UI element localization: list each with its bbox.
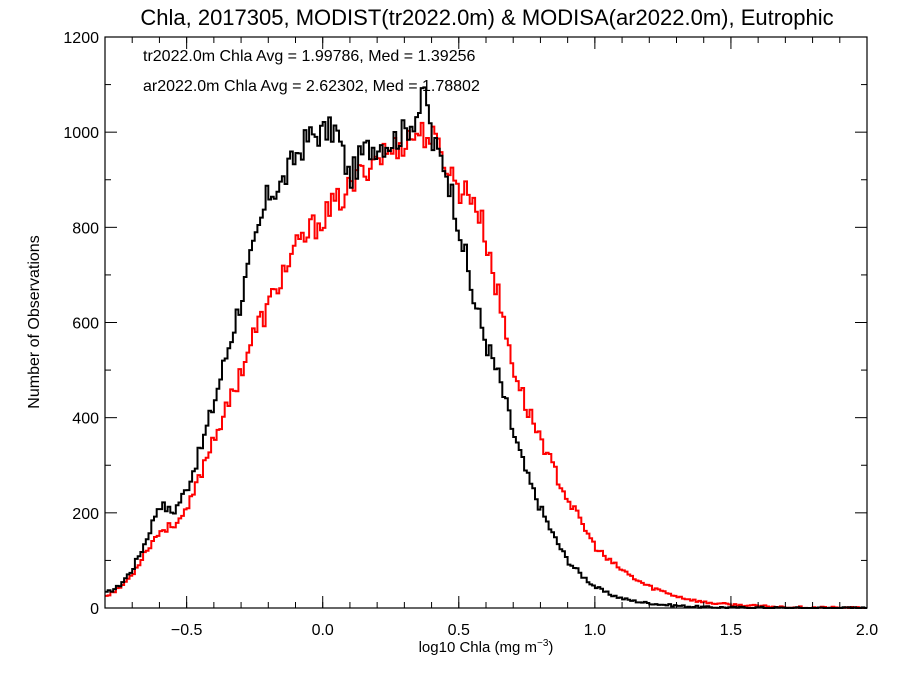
y-axis-ticks: 0 200 400 600 800 1000 1200 xyxy=(63,30,867,618)
x-tick-label: 2.0 xyxy=(856,622,878,639)
x-tick-label: 0.0 xyxy=(312,622,334,639)
chart-title: Chla, 2017305, MODIST(tr2022.0m) & MODIS… xyxy=(140,5,833,30)
x-tick-label: 0.5 xyxy=(448,622,470,639)
y-tick-label: 600 xyxy=(72,316,99,333)
series-line-ar2022.0m xyxy=(105,121,867,609)
y-axis-label: Number of Observations xyxy=(26,235,43,408)
plot-frame xyxy=(104,36,868,609)
x-axis-label-main: log10 Chla (mg m xyxy=(419,639,537,656)
y-tick-label: 200 xyxy=(72,506,99,523)
annotation-tr2022.0m: tr2022.0m Chla Avg = 1.99786, Med = 1.39… xyxy=(143,48,475,65)
x-axis-label: log10 Chla (mg m−3) xyxy=(419,638,554,656)
y-tick-label: 1000 xyxy=(63,125,99,142)
series-line-tr2022.0m xyxy=(105,86,867,609)
x-axis-label-sup: −3 xyxy=(537,638,549,649)
annotation-ar2022.0m: ar2022.0m Chla Avg = 2.62302, Med = 1.78… xyxy=(143,78,480,95)
y-tick-label: 400 xyxy=(72,411,99,428)
y-tick-label: 800 xyxy=(72,220,99,237)
y-tick-label: 1200 xyxy=(63,30,99,47)
x-tick-label: −0.5 xyxy=(171,622,203,639)
x-tick-label: 1.0 xyxy=(584,622,606,639)
series-layer xyxy=(105,86,867,609)
stats-annotations: tr2022.0m Chla Avg = 1.99786, Med = 1.39… xyxy=(143,48,480,95)
y-tick-label: 0 xyxy=(90,601,99,618)
x-tick-label: 1.5 xyxy=(720,622,742,639)
x-axis-ticks: −0.5 0.0 0.5 1.0 1.5 2.0 xyxy=(104,37,878,639)
x-axis-label-end: ) xyxy=(548,639,553,656)
plot-area: −0.5 0.0 0.5 1.0 1.5 2.0 0 200 400 600 800 1000 120… xyxy=(63,30,878,639)
